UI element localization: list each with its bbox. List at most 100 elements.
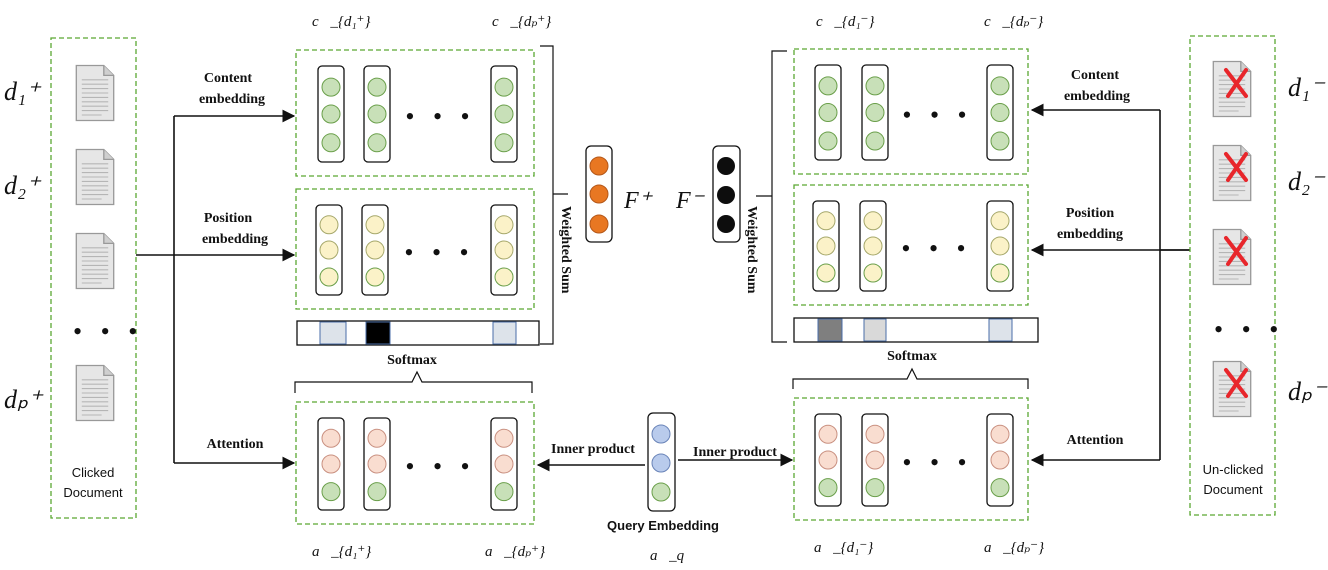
- embedding-node: [321, 133, 341, 153]
- right-connectors: [1030, 103, 1190, 467]
- embedding-node: [990, 211, 1010, 231]
- clicked-softmax-bar: [296, 320, 540, 346]
- embedding-node: [865, 76, 885, 96]
- embedding-node: [865, 450, 885, 470]
- query-embedding-vector: [647, 412, 676, 512]
- position-embedding-label: embedding: [202, 232, 268, 247]
- embedding-node: [816, 236, 836, 256]
- embedding-node: [990, 103, 1010, 122]
- embedding-node: [367, 454, 387, 474]
- attention-embedding-block: [793, 397, 1029, 521]
- clicked-document-label: Clicked: [72, 465, 115, 480]
- softmax-label: Softmax: [387, 353, 437, 368]
- content-embedding-label: embedding: [1064, 89, 1130, 104]
- embedding-node: [818, 424, 838, 444]
- softmax-brace: [792, 367, 1029, 389]
- rejected-document-icon: [1212, 360, 1252, 418]
- dp-minus-label: dₚ⁻: [1288, 377, 1328, 406]
- embedding-node: [816, 263, 836, 283]
- weighted-sum-bracket: [540, 45, 568, 345]
- content-embedding-label: embedding: [199, 92, 265, 107]
- unclicked-document-label: Un-clicked: [1203, 462, 1264, 477]
- content-embedding-label: Content: [1071, 68, 1120, 83]
- embedding-node: [818, 76, 838, 96]
- embedding-node: [494, 77, 514, 97]
- embedding-node: [367, 428, 387, 448]
- embedding-node: [321, 482, 341, 502]
- unclicked-softmax-bar: [793, 317, 1039, 343]
- left-connectors: [136, 109, 296, 470]
- embedding-node: [863, 263, 883, 283]
- embedding-node: [367, 104, 387, 124]
- position-embedding-block: [793, 184, 1029, 306]
- embedding-node: [319, 240, 339, 260]
- document-icon: [75, 364, 115, 422]
- a-d1-plus-label: a⃗_{d₁⁺}: [312, 544, 371, 560]
- weighted-sum-bracket: [756, 50, 787, 343]
- d1-minus-label: d₁⁻: [1288, 73, 1326, 102]
- a-dp-minus-label: a⃗_{dₚ⁻}: [984, 540, 1044, 556]
- rejected-document-icon: [1212, 144, 1252, 202]
- unclicked-document-group: • • • Un-clicked Document: [1189, 35, 1284, 516]
- unclicked-embedding-blocks: [793, 48, 1029, 521]
- embedding-node: [494, 215, 514, 235]
- embedding-node: [365, 267, 385, 287]
- embedding-node: [863, 236, 883, 256]
- position-embedding-columns: • • •: [315, 204, 518, 296]
- position-embedding-label: embedding: [1057, 227, 1123, 242]
- embedding-node: [990, 424, 1010, 444]
- clicked-document-label: Document: [63, 485, 123, 500]
- softmax-label: Softmax: [887, 349, 937, 364]
- content-embedding-columns: • • •: [317, 65, 518, 163]
- embedding-node: [818, 131, 838, 151]
- embedding-node: [863, 211, 883, 231]
- clicked-document-group: • • • Clicked Document: [50, 37, 137, 519]
- ellipsis-gap: • • •: [902, 101, 972, 130]
- ellipsis-gap: • • •: [405, 452, 475, 481]
- content-embedding-block: [793, 48, 1029, 175]
- inner-product-label: Inner product: [551, 442, 635, 457]
- position-embedding-columns: • • •: [812, 200, 1014, 292]
- embedding-node: [818, 478, 838, 498]
- d2-plus-label: d₂⁺: [4, 171, 42, 200]
- inner-product-label: Inner product: [693, 445, 777, 460]
- embedding-node: [990, 263, 1010, 283]
- embedding-node: [367, 133, 387, 153]
- embedding-node: [494, 482, 514, 502]
- embedding-node: [865, 478, 885, 498]
- embedding-node: [990, 76, 1010, 96]
- embedding-node: [818, 103, 838, 122]
- embedding-node: [494, 240, 514, 260]
- embedding-node: [319, 215, 339, 235]
- document-icon: [75, 148, 115, 206]
- embedding-node: [865, 131, 885, 151]
- attention-embedding-block: [295, 401, 535, 525]
- embedding-node: [816, 211, 836, 231]
- clicked-document-box: [50, 37, 137, 519]
- document-icon: [75, 64, 115, 122]
- attention-embedding-columns: • • •: [814, 413, 1014, 507]
- d1-plus-label: d₁⁺: [4, 77, 42, 106]
- c-dp-plus-label: c⃗_{dₚ⁺}: [492, 14, 551, 30]
- embedding-node: [990, 478, 1010, 498]
- attention-label: Attention: [1067, 433, 1124, 448]
- a-dp-plus-label: a⃗_{dₚ⁺}: [485, 544, 545, 560]
- embedding-node: [365, 240, 385, 260]
- embedding-node: [990, 131, 1010, 151]
- c-dp-minus-label: c⃗_{dₚ⁻}: [984, 14, 1043, 30]
- attention-label: Attention: [207, 437, 264, 452]
- content-embedding-columns: • • •: [814, 64, 1014, 161]
- unclicked-document-box: [1189, 35, 1276, 516]
- embedding-node: [865, 103, 885, 122]
- ellipsis-gap: • • •: [404, 238, 474, 267]
- attention-embedding-columns: • • •: [317, 417, 518, 511]
- ellipsis-vertical-gap: • • •: [1214, 315, 1284, 344]
- ellipsis-gap: • • •: [902, 448, 972, 477]
- ellipsis-gap: • • •: [405, 102, 475, 131]
- embedding-node: [319, 267, 339, 287]
- embedding-node: [494, 267, 514, 287]
- a-d1-minus-label: a⃗_{d₁⁻}: [814, 540, 873, 556]
- rejected-document-icon: [1212, 60, 1252, 118]
- dp-plus-label: dₚ⁺: [4, 385, 44, 414]
